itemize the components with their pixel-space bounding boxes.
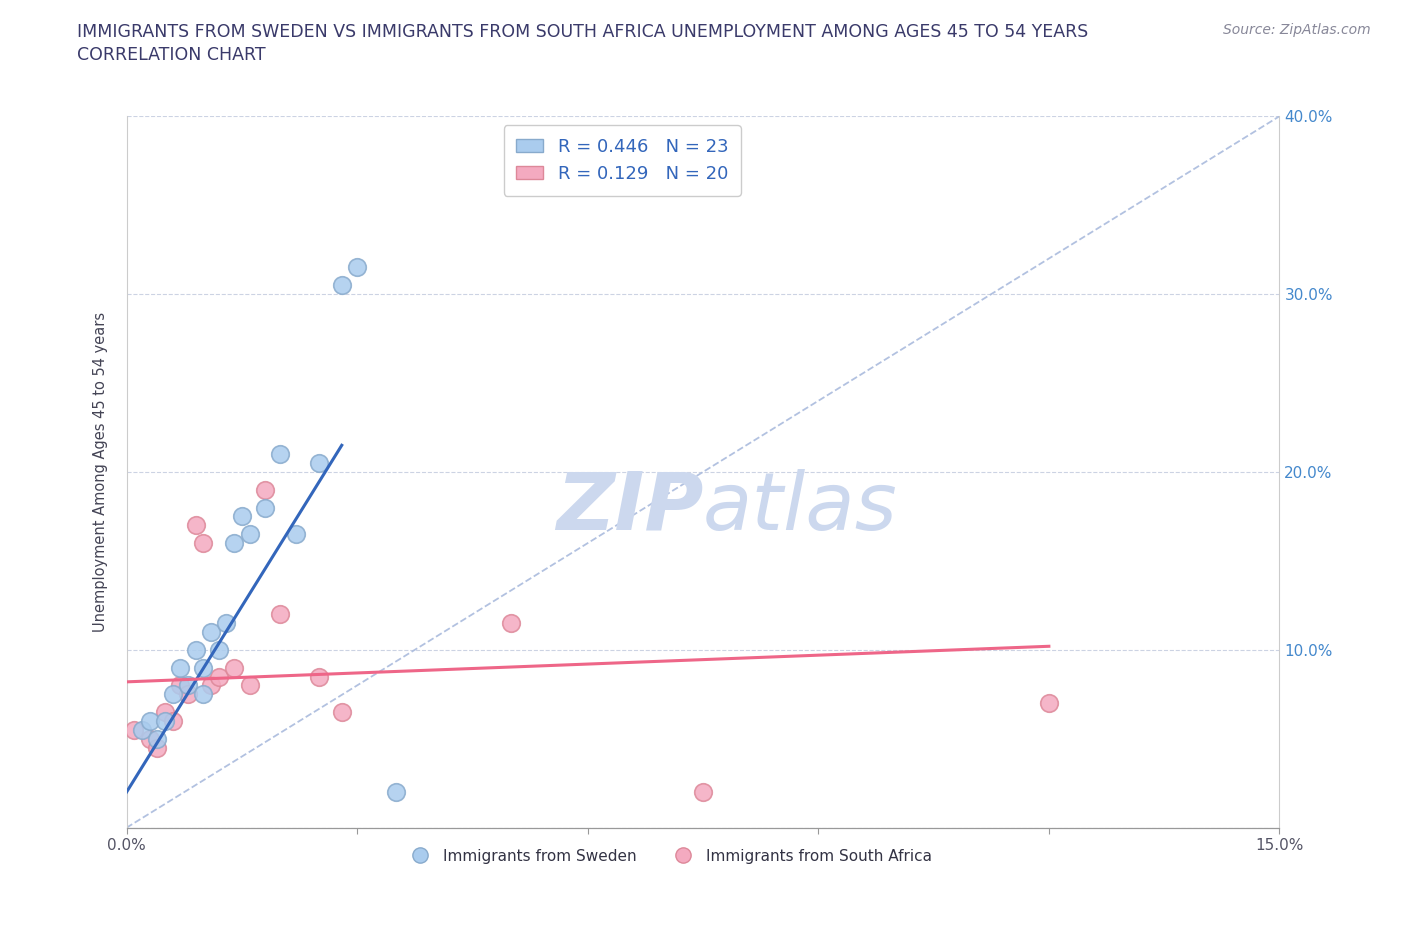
Point [346,260,368,275]
Point [384,785,406,800]
Point [146,740,169,755]
Point [692,785,714,800]
Point [177,678,200,693]
Point [193,536,215,551]
Point [153,713,176,728]
Point [284,526,307,541]
Point [184,643,207,658]
Point [193,660,215,675]
Point [308,456,330,471]
Point [499,616,522,631]
Y-axis label: Unemployment Among Ages 45 to 54 years: Unemployment Among Ages 45 to 54 years [93,312,108,632]
Point [122,723,145,737]
Point [330,705,353,720]
Point [138,731,160,746]
Point [208,669,231,684]
Point [169,678,191,693]
Text: Source: ZipAtlas.com: Source: ZipAtlas.com [1223,23,1371,37]
Point [184,518,207,533]
Point [200,625,222,640]
Point [177,687,200,702]
Point [1038,696,1060,711]
Point [200,678,222,693]
Text: ZIP: ZIP [555,469,703,547]
Legend: Immigrants from Sweden, Immigrants from South Africa: Immigrants from Sweden, Immigrants from … [399,843,938,870]
Point [208,643,231,658]
Point [269,446,291,461]
Point [253,500,276,515]
Point [238,526,260,541]
Text: IMMIGRANTS FROM SWEDEN VS IMMIGRANTS FROM SOUTH AFRICA UNEMPLOYMENT AMONG AGES 4: IMMIGRANTS FROM SWEDEN VS IMMIGRANTS FRO… [77,23,1088,41]
Point [153,705,176,720]
Point [162,713,184,728]
Point [215,616,238,631]
Point [238,678,260,693]
Point [224,536,246,551]
Point [231,509,253,524]
Text: CORRELATION CHART: CORRELATION CHART [77,46,266,64]
Point [169,660,191,675]
Point [131,723,153,737]
Text: atlas: atlas [703,469,898,547]
Point [224,660,246,675]
Point [330,278,353,293]
Point [269,606,291,621]
Point [138,713,160,728]
Point [162,687,184,702]
Point [146,731,169,746]
Point [193,687,215,702]
Point [253,483,276,498]
Point [308,669,330,684]
